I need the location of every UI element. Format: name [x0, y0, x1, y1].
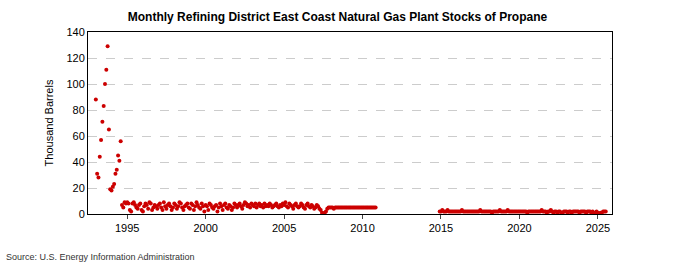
svg-text:Thousand Barrels: Thousand Barrels: [43, 79, 55, 166]
svg-text:40: 40: [73, 156, 85, 168]
svg-text:0: 0: [79, 208, 85, 220]
svg-text:2015: 2015: [429, 222, 453, 234]
svg-text:2005: 2005: [272, 222, 296, 234]
svg-text:2010: 2010: [350, 222, 374, 234]
svg-text:60: 60: [73, 130, 85, 142]
svg-text:Monthly Refining District East: Monthly Refining District East Coast Nat…: [128, 10, 548, 24]
svg-text:120: 120: [66, 52, 84, 64]
svg-text:100: 100: [66, 78, 84, 90]
svg-text:140: 140: [66, 26, 84, 38]
svg-text:1995: 1995: [115, 222, 139, 234]
svg-text:Source: U.S. Energy Informatio: Source: U.S. Energy Information Administ…: [6, 252, 195, 262]
svg-text:2025: 2025: [586, 222, 610, 234]
svg-text:20: 20: [73, 182, 85, 194]
svg-text:80: 80: [73, 104, 85, 116]
svg-text:2020: 2020: [507, 222, 531, 234]
svg-text:2000: 2000: [193, 222, 217, 234]
